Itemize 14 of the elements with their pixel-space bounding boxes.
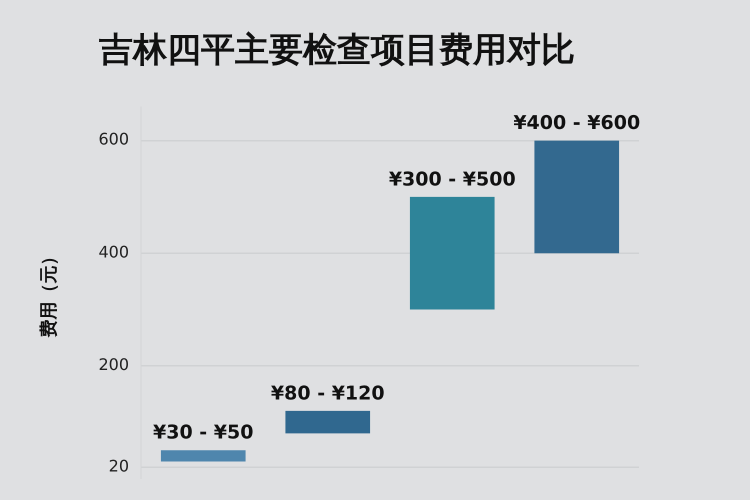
annotation: ¥30 - ¥50 <box>153 422 254 444</box>
annotation: ¥300 - ¥500 <box>388 168 516 190</box>
y-tick-label: 200 <box>98 354 129 374</box>
bar <box>285 410 370 434</box>
y-tick-label: 400 <box>98 242 129 262</box>
bar <box>534 140 620 254</box>
bar <box>410 196 495 310</box>
annotation: ¥80 - ¥120 <box>270 382 385 404</box>
y-axis-title: 费用（元） <box>38 248 60 339</box>
y-tick-label: 600 <box>98 130 129 149</box>
y-tick-label: 20 <box>108 456 129 476</box>
bar <box>160 450 246 462</box>
chart-title: 吉林四平主要检查项目费用对比 <box>98 30 575 70</box>
annotation: ¥400 - ¥600 <box>513 112 640 134</box>
